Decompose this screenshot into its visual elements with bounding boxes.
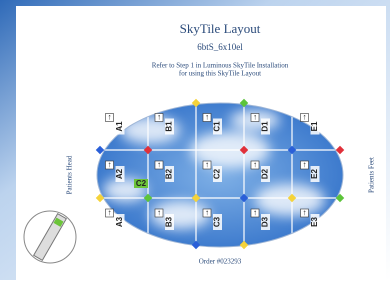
tile-arrow: ↑ <box>253 113 257 122</box>
tile-label: A3 <box>115 216 124 227</box>
tile-label: E1 <box>310 121 319 131</box>
order-number: Order #023293 <box>199 258 242 266</box>
tile-label: A2 <box>115 168 124 179</box>
side-label: Patients Head <box>66 155 74 194</box>
tile-label: E2 <box>310 169 319 179</box>
side-label: Patients Feet <box>368 157 376 193</box>
instruction: for using this SkyTile Layout <box>179 70 261 78</box>
tile-arrow: ↑ <box>157 160 161 169</box>
tile-arrow: ↑ <box>303 113 307 122</box>
tile-arrow: ↑ <box>205 160 209 169</box>
layout-page: SkyTile Layout 6btS_6x10el Refer to Step… <box>0 0 390 280</box>
tile-label: D1 <box>261 121 270 132</box>
tile-arrow: ↑ <box>303 208 307 217</box>
tile-label: A1 <box>115 121 124 132</box>
tile-arrow: ↑ <box>108 113 112 122</box>
tile-label: B2 <box>165 168 174 179</box>
tile-arrow: ↑ <box>108 160 112 169</box>
tile-arrow: ↑ <box>303 160 307 169</box>
tile-label: D3 <box>261 216 270 227</box>
tile-label: C3 <box>213 216 222 227</box>
tile-label: B1 <box>165 121 174 132</box>
tile-arrow: ↑ <box>108 208 112 217</box>
title: SkyTile Layout <box>180 21 261 36</box>
tile-label: B3 <box>165 216 174 227</box>
tile-label: C1 <box>213 121 222 132</box>
tag: C2 <box>136 179 147 188</box>
tile-arrow: ↑ <box>205 208 209 217</box>
layout-code: 6btS_6x10el <box>197 42 243 52</box>
tile-arrow: ↑ <box>205 113 209 122</box>
tile-arrow: ↑ <box>157 208 161 217</box>
tile-label: E3 <box>310 217 319 227</box>
tile-arrow: ↑ <box>253 160 257 169</box>
instruction: Refer to Step 1 in Luminous SkyTile Inst… <box>152 62 289 70</box>
tile-label: C2 <box>213 168 222 179</box>
tile-arrow: ↑ <box>157 113 161 122</box>
tile-label: D2 <box>261 168 270 179</box>
tile-arrow: ↑ <box>253 208 257 217</box>
